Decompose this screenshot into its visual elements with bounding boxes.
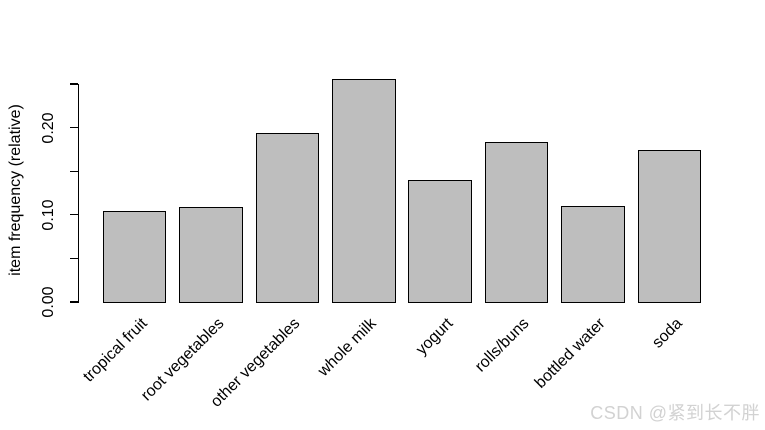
y-tick-mark <box>69 214 78 216</box>
y-tick-label: 0.20 <box>40 112 57 144</box>
bar-bottled-water <box>561 205 625 304</box>
y-tick-mark <box>69 83 78 85</box>
y-tick-mark <box>69 126 78 129</box>
y-tick-label: 0.00 <box>40 286 57 318</box>
y-tick-mark <box>69 301 78 303</box>
bar-yogurt <box>408 180 472 304</box>
bar-soda <box>637 149 702 304</box>
bar-rolls-buns <box>484 141 549 304</box>
x-category-label: rolls/buns <box>472 315 533 376</box>
y-axis-line <box>77 84 79 304</box>
y-tick-mark <box>69 170 78 172</box>
bar-other-vegetables <box>255 133 320 304</box>
x-category-label: yogurt <box>412 315 457 359</box>
y-axis-title: item frequency (relative) <box>7 104 24 276</box>
x-category-label: tropical fruit <box>80 315 151 386</box>
x-category-label: bottled water <box>532 315 609 392</box>
y-tick-label: 0.10 <box>40 199 57 231</box>
x-category-label: soda <box>648 315 686 352</box>
bar-root-vegetables <box>179 206 243 304</box>
watermark: CSDN @紧到长不胖 <box>590 403 760 423</box>
x-category-label: whole milk <box>314 315 380 380</box>
bar-tropical-fruit <box>102 210 167 304</box>
y-tick-mark <box>69 257 78 260</box>
bar-whole-milk <box>331 79 396 304</box>
